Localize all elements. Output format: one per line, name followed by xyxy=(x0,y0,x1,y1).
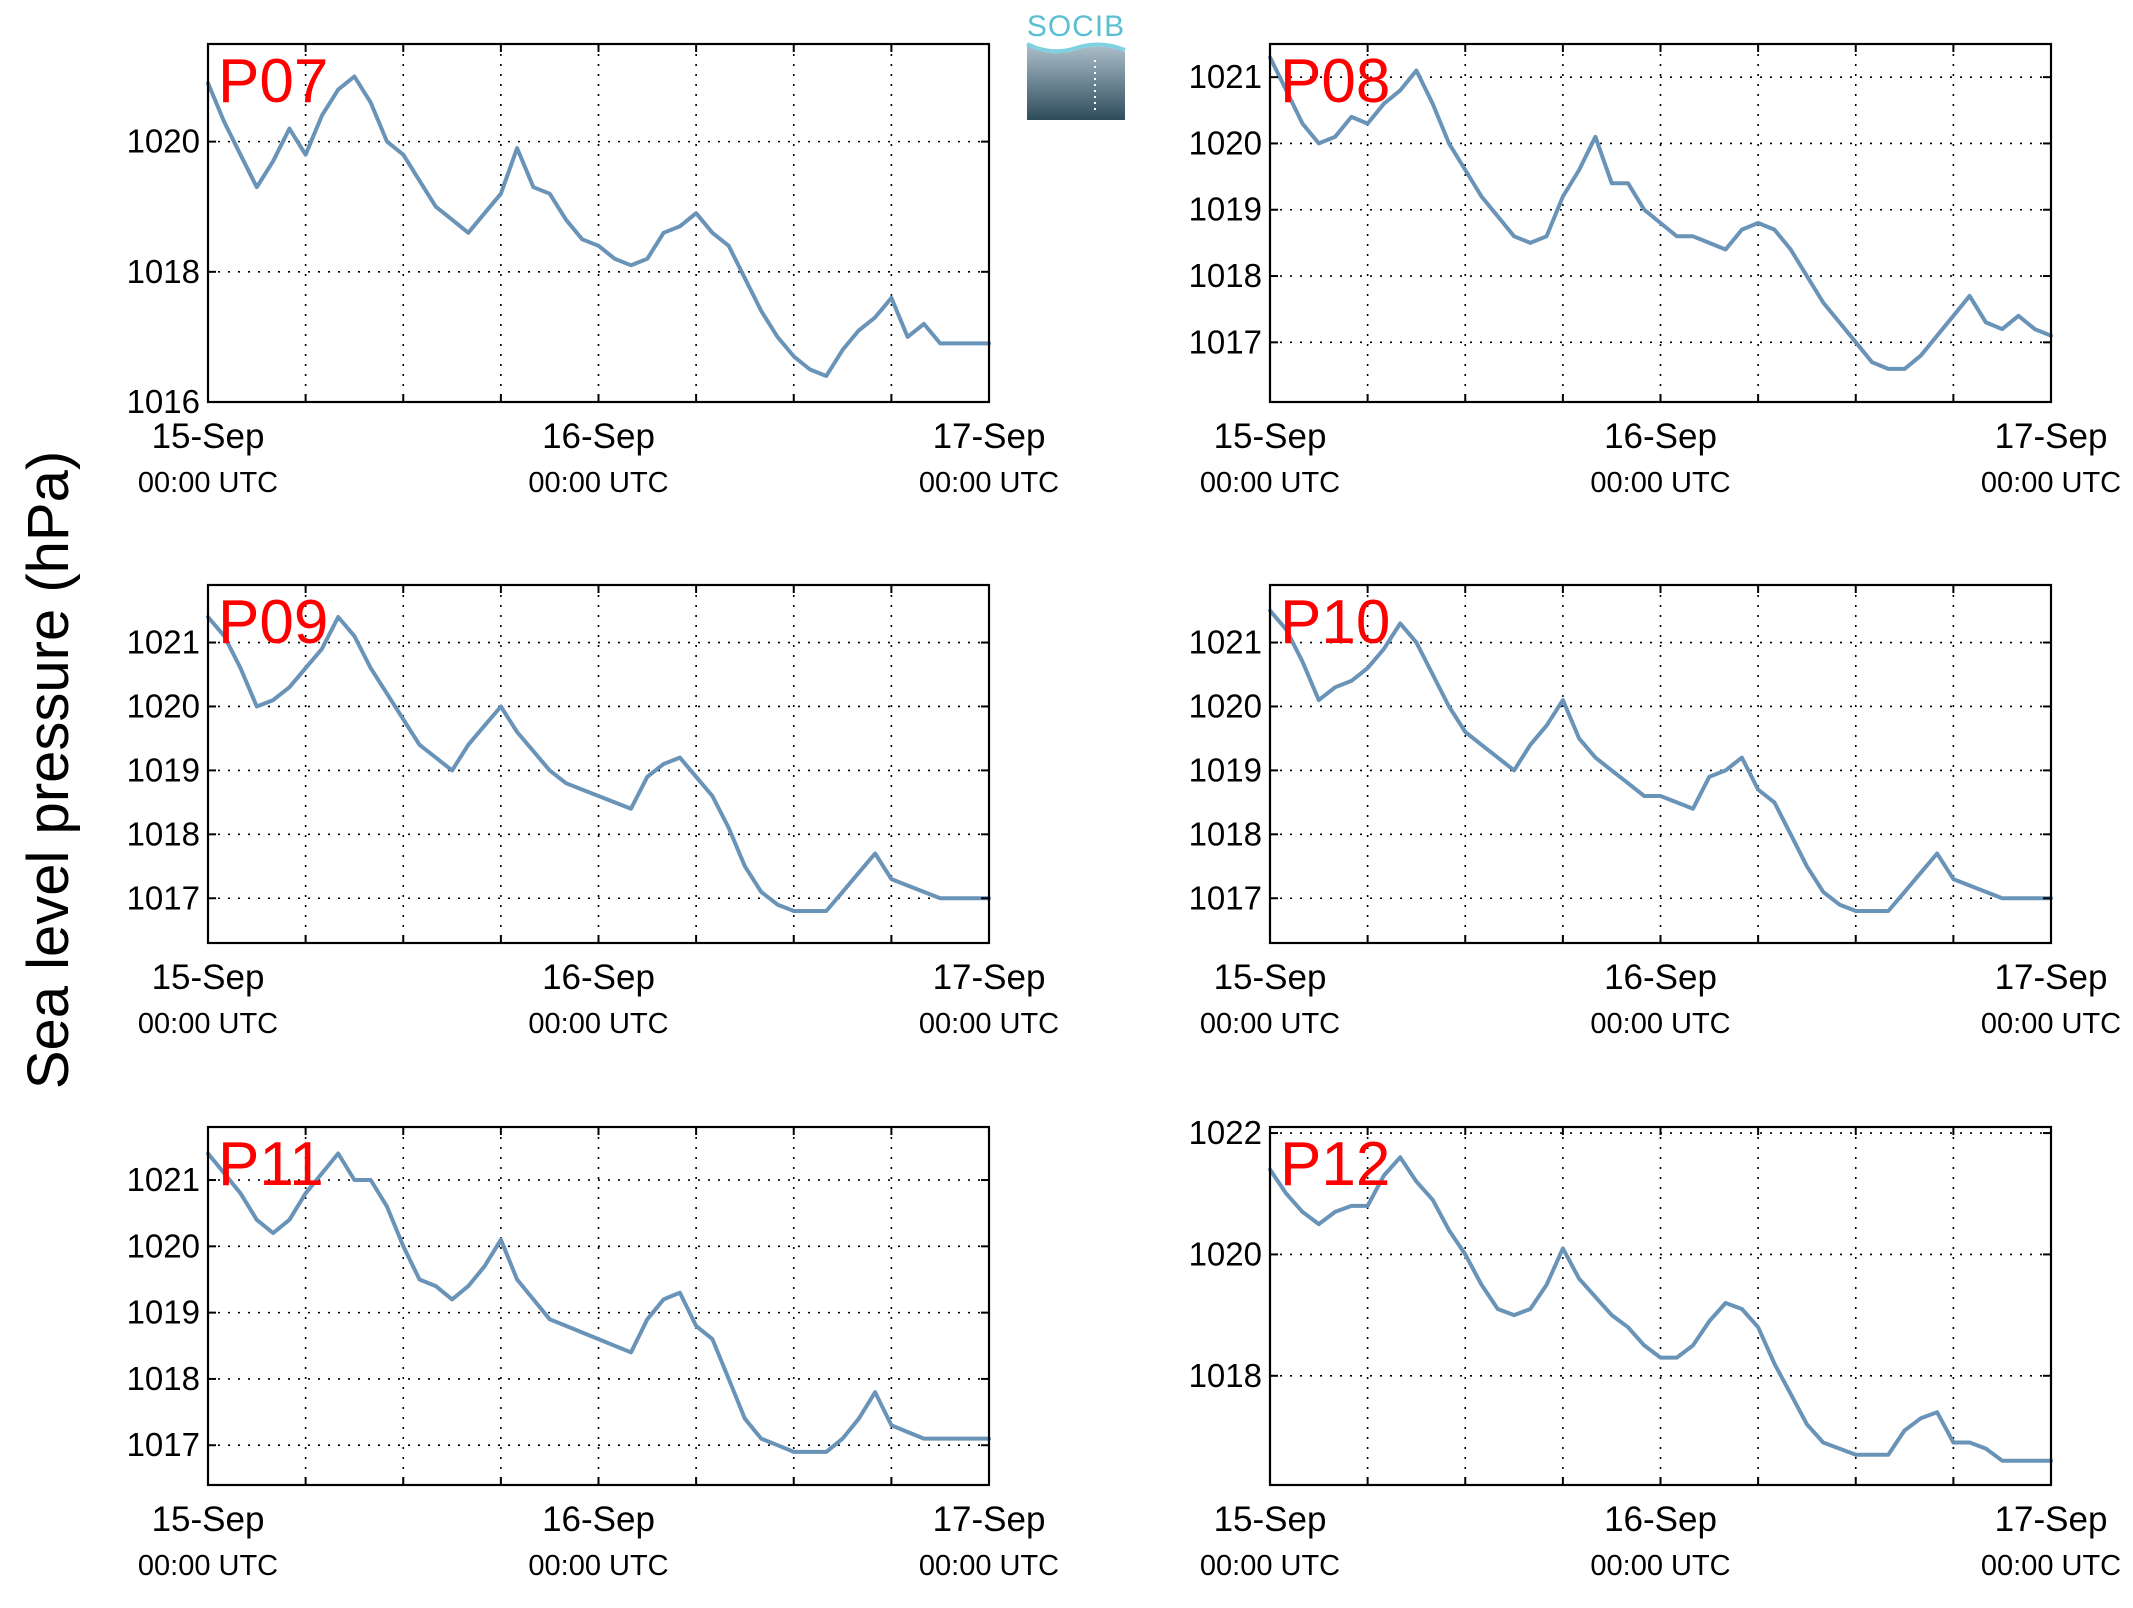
x-tick-time-label: 00:00 UTC xyxy=(1590,467,1730,499)
y-tick-label: 1017 xyxy=(1189,323,1262,360)
y-axis-label: Sea level pressure (hPa) xyxy=(16,451,81,1089)
y-tick-label: 1018 xyxy=(1189,257,1262,294)
y-tick-label: 1018 xyxy=(127,253,200,290)
y-tick-label: 1017 xyxy=(127,1426,200,1463)
x-tick-date-label: 15-Sep xyxy=(1214,1500,1327,1539)
y-tick-label: 1018 xyxy=(127,815,200,852)
y-tick-label: 1020 xyxy=(127,687,200,724)
y-tick-label: 1021 xyxy=(1189,58,1262,95)
series-line xyxy=(1268,55,2053,371)
panel-title: P09 xyxy=(218,588,328,657)
x-tick-date-label: 15-Sep xyxy=(152,958,265,997)
panel-title: P08 xyxy=(1280,47,1390,116)
x-tick-date-label: 17-Sep xyxy=(1995,1500,2108,1539)
panel-p09: 1017 1018 1019 1020 1021 15-Sep 00:00 UTC 16-Se… xyxy=(127,583,1059,1040)
y-tick-label: 1017 xyxy=(1189,879,1262,916)
x-tick-date-label: 16-Sep xyxy=(542,958,655,997)
y-tick-label: 1021 xyxy=(1189,624,1262,661)
x-tick-date-label: 16-Sep xyxy=(1604,417,1717,456)
panel-p12: 1018 1020 1022 15-Sep 00:00 UTC 16-Sep 00:00 U… xyxy=(1189,1114,2122,1582)
x-tick-date-label: 17-Sep xyxy=(933,958,1046,997)
y-tick-label: 1018 xyxy=(1189,1357,1262,1394)
x-tick-date-label: 15-Sep xyxy=(152,417,265,456)
x-tick-time-label: 00:00 UTC xyxy=(1981,1008,2121,1040)
series-line xyxy=(1268,608,2053,913)
series-line xyxy=(1268,1155,2053,1463)
socib-logo: SOCIB xyxy=(1026,10,1126,120)
x-tick-time-label: 00:00 UTC xyxy=(138,467,278,499)
x-tick-time-label: 00:00 UTC xyxy=(528,467,668,499)
y-tick-label: 1020 xyxy=(127,1227,200,1264)
x-tick-date-label: 16-Sep xyxy=(542,417,655,456)
y-tick-label: 1021 xyxy=(127,624,200,661)
logo-wave-icon xyxy=(1027,46,1125,120)
panel-title: P12 xyxy=(1280,1130,1390,1199)
y-tick-label: 1017 xyxy=(127,879,200,916)
plot-area xyxy=(1270,1127,2051,1485)
series-line xyxy=(206,615,991,913)
x-tick-date-label: 17-Sep xyxy=(933,417,1046,456)
panel-title: P10 xyxy=(1280,588,1390,657)
x-tick-time-label: 00:00 UTC xyxy=(1981,1550,2121,1582)
x-tick-date-label: 16-Sep xyxy=(1604,1500,1717,1539)
panel-p10: 1017 1018 1019 1020 1021 15-Sep 00:00 UTC 16-Se… xyxy=(1189,583,2121,1040)
x-tick-date-label: 16-Sep xyxy=(542,1500,655,1539)
y-tick-label: 1019 xyxy=(127,751,200,788)
x-tick-time-label: 00:00 UTC xyxy=(919,1550,1059,1582)
panel-title: P07 xyxy=(218,47,328,116)
y-tick-label: 1018 xyxy=(1189,815,1262,852)
x-tick-time-label: 00:00 UTC xyxy=(138,1008,278,1040)
plot-area xyxy=(208,1127,989,1485)
x-tick-date-label: 15-Sep xyxy=(1214,958,1327,997)
x-tick-date-label: 17-Sep xyxy=(1995,417,2108,456)
y-tick-label: 1020 xyxy=(127,123,200,160)
plot-area xyxy=(208,44,989,402)
y-tick-label: 1021 xyxy=(127,1161,200,1198)
y-tick-label: 1020 xyxy=(1189,687,1262,724)
plot-area xyxy=(1270,585,2051,943)
y-tick-label: 1018 xyxy=(127,1360,200,1397)
panel-p07: 1016 1018 1020 15-Sep 00:00 UTC 16-Sep 00:00 U… xyxy=(127,42,1059,499)
y-tick-label: 1019 xyxy=(127,1294,200,1331)
x-tick-time-label: 00:00 UTC xyxy=(919,467,1059,499)
x-tick-time-label: 00:00 UTC xyxy=(1981,467,2121,499)
y-tick-label: 1019 xyxy=(1189,191,1262,228)
plot-area xyxy=(208,585,989,943)
y-tick-label: 1016 xyxy=(127,383,200,420)
x-tick-time-label: 00:00 UTC xyxy=(1200,1008,1340,1040)
y-tick-label: 1019 xyxy=(1189,751,1262,788)
series-line xyxy=(206,74,991,378)
panel-p11: 1017 1018 1019 1020 1021 15-Sep 00:00 UTC 16-Se… xyxy=(127,1125,1059,1582)
x-tick-date-label: 17-Sep xyxy=(1995,958,2108,997)
x-tick-time-label: 00:00 UTC xyxy=(1200,1550,1340,1582)
x-tick-time-label: 00:00 UTC xyxy=(919,1008,1059,1040)
x-tick-date-label: 15-Sep xyxy=(152,1500,265,1539)
x-tick-date-label: 16-Sep xyxy=(1604,958,1717,997)
x-tick-time-label: 00:00 UTC xyxy=(1200,467,1340,499)
x-tick-date-label: 17-Sep xyxy=(933,1500,1046,1539)
logo-text: SOCIB xyxy=(1027,10,1125,43)
x-tick-time-label: 00:00 UTC xyxy=(138,1550,278,1582)
x-tick-time-label: 00:00 UTC xyxy=(528,1008,668,1040)
panels: 1016 1018 1020 15-Sep 00:00 UTC 16-Sep 00:00 U… xyxy=(127,42,2122,1582)
x-tick-time-label: 00:00 UTC xyxy=(528,1550,668,1582)
y-tick-label: 1020 xyxy=(1189,124,1262,161)
x-tick-date-label: 15-Sep xyxy=(1214,417,1327,456)
x-tick-time-label: 00:00 UTC xyxy=(1590,1008,1730,1040)
panel-title: P11 xyxy=(218,1130,324,1199)
x-tick-time-label: 00:00 UTC xyxy=(1590,1550,1730,1582)
y-tick-label: 1020 xyxy=(1189,1235,1262,1272)
y-tick-label: 1022 xyxy=(1189,1114,1262,1151)
series-line xyxy=(206,1151,991,1454)
panel-p08: 1017 1018 1019 1020 1021 15-Sep 00:00 UTC 16-Se… xyxy=(1189,42,2121,499)
